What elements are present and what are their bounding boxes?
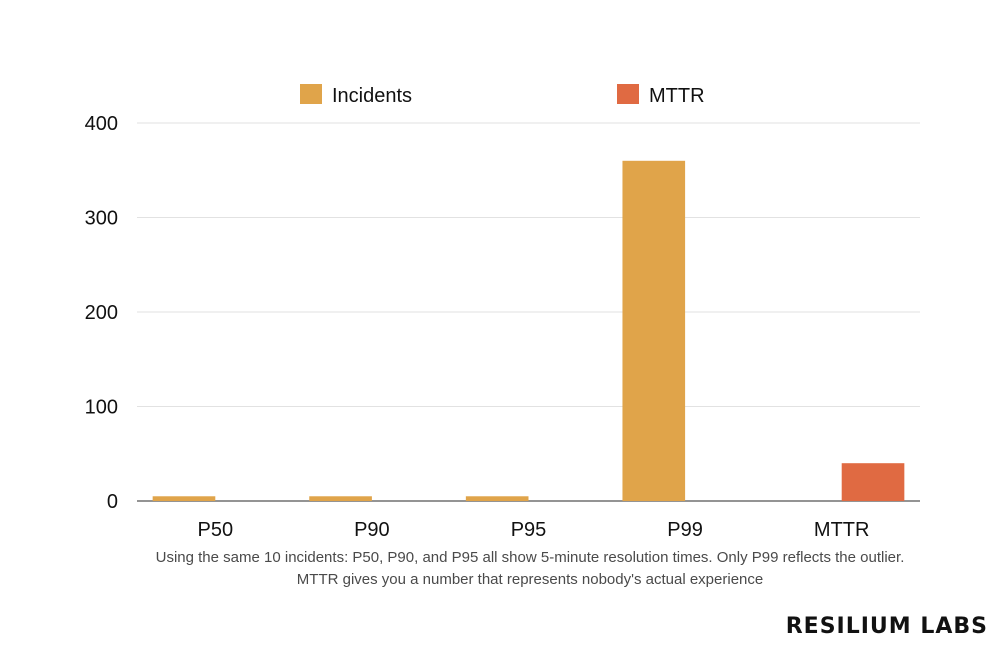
legend: Incidents MTTR: [300, 84, 705, 107]
y-tick-label: 0: [107, 491, 118, 513]
brand-logo: RESILIUM LABS: [785, 614, 988, 639]
y-tick-label: 200: [85, 302, 118, 324]
legend-label-incidents: Incidents: [332, 85, 412, 107]
bar-incidents-p90: [309, 496, 372, 501]
bar-incidents-p50: [152, 496, 216, 501]
x-tick-label: P90: [354, 519, 390, 541]
legend-swatch-mttr: [617, 84, 639, 104]
x-tick-label: MTTR: [814, 519, 870, 541]
y-axis-ticks: 0 100 200 300 400: [85, 113, 118, 513]
x-axis-ticks: P50 P90 P95 P99 MTTR: [198, 519, 870, 541]
x-tick-label: P95: [511, 519, 547, 541]
y-tick-label: 300: [85, 208, 118, 230]
legend-swatch-incidents: [300, 84, 322, 104]
y-tick-label: 100: [85, 397, 118, 419]
x-tick-label: P99: [667, 519, 703, 541]
y-tick-label: 400: [85, 113, 118, 135]
legend-label-mttr: MTTR: [649, 85, 705, 107]
bars: [152, 160, 905, 502]
chart-caption: Using the same 10 incidents: P50, P90, a…: [155, 549, 905, 588]
bar-incidents-p99: [622, 160, 686, 502]
bar-incidents-p95: [465, 496, 529, 501]
x-tick-label: P50: [198, 519, 234, 541]
gridlines: [137, 122, 920, 502]
bar-mttr-mttr: [841, 463, 905, 501]
